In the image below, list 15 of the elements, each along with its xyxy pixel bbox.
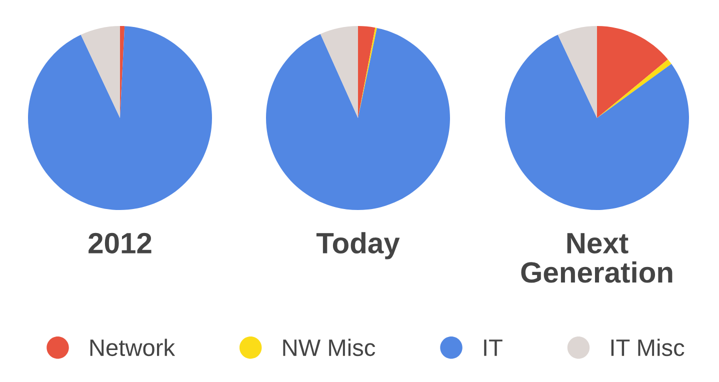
text: 2012	[88, 232, 152, 254]
pie-slice	[80, 26, 120, 118]
legend-label: Network	[90, 338, 176, 356]
text: Next Generation	[521, 233, 672, 283]
pie-slice	[28, 26, 212, 210]
pie-slice	[597, 26, 668, 118]
pie-slice	[558, 26, 597, 118]
legend-label: IT	[484, 340, 502, 356]
pie-slice	[505, 34, 689, 210]
pie-slice	[266, 28, 450, 210]
legend-label: IT Misc	[611, 338, 684, 356]
pie-slice	[320, 26, 358, 118]
legend-label: NW Misc	[283, 338, 376, 356]
pie-slice	[597, 59, 672, 118]
text: Today	[316, 232, 400, 260]
